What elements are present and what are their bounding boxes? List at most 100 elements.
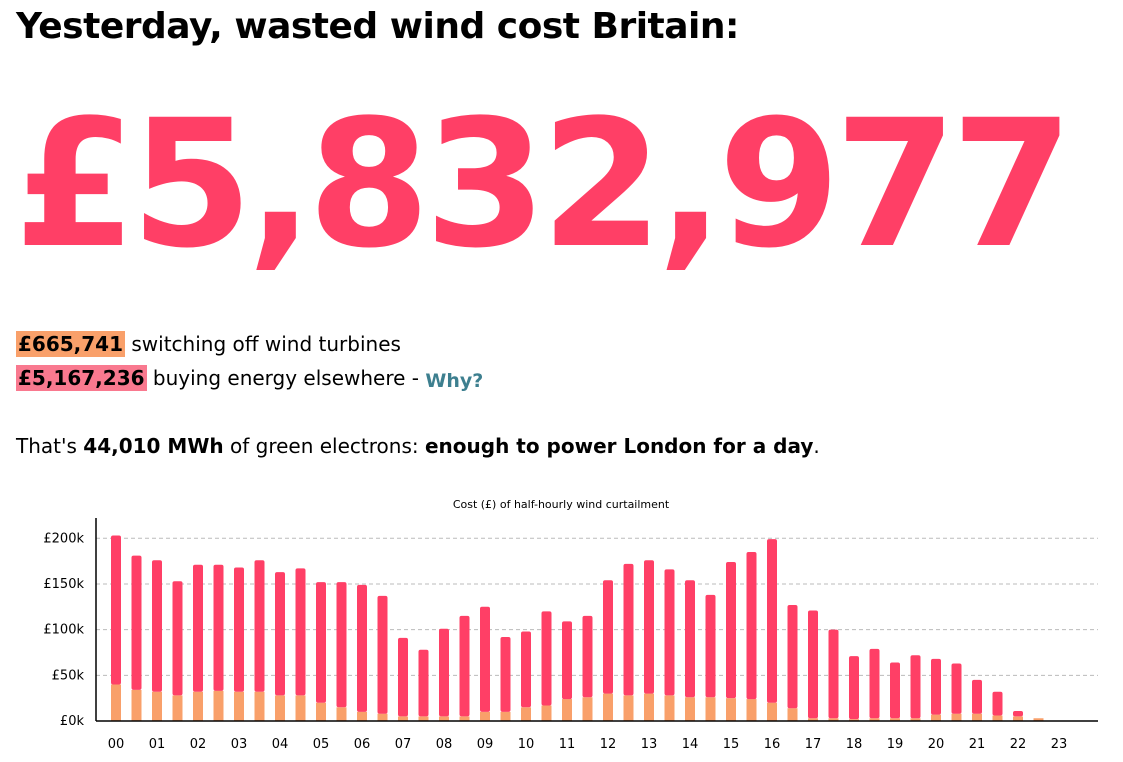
bar-turbine-cost — [746, 699, 757, 721]
bar-energy-cost — [808, 610, 818, 719]
buy-elsewhere-line: £5,167,236 buying energy elsewhere - Why… — [16, 365, 483, 392]
bar-energy-cost — [746, 551, 757, 700]
x-axis-ticks: 00 01 02 03 04 05 06 07 08 09 10 11 12 13 14 15 16 17 18 19… — [108, 737, 1068, 752]
bar-energy-cost — [828, 629, 839, 719]
bar-energy-cost — [705, 594, 716, 698]
bar-energy-cost — [316, 582, 326, 703]
summary-mwh: 44,010 MWh — [83, 434, 224, 458]
bar-turbine-cost — [295, 695, 306, 721]
bar-energy-cost — [910, 655, 921, 719]
bar-turbine-cost — [172, 695, 183, 721]
bar-turbine-cost — [521, 707, 531, 721]
chart-axes — [95, 518, 1098, 722]
bar-turbine-cost — [234, 691, 244, 721]
bar-energy-cost — [849, 656, 859, 720]
bar-turbine-cost — [890, 718, 900, 721]
chart-bars — [111, 535, 1044, 721]
bar-turbine-cost — [787, 708, 798, 721]
bar-energy-cost — [172, 581, 183, 696]
bar-energy-cost — [500, 636, 511, 712]
bar-turbine-cost — [972, 713, 982, 721]
bar-turbine-cost — [644, 693, 654, 721]
bar-energy-cost — [275, 572, 285, 696]
buy-elsewhere-text: buying energy elsewhere - — [152, 366, 420, 390]
bar-turbine-cost — [992, 715, 1003, 721]
bar-turbine-cost — [193, 691, 203, 721]
bar-energy-cost — [1013, 710, 1023, 717]
x-tick-label: 07 — [395, 737, 412, 752]
bar-turbine-cost — [357, 711, 367, 721]
bar-turbine-cost — [152, 691, 162, 721]
x-tick-label: 13 — [641, 737, 658, 752]
bar-turbine-cost — [398, 716, 408, 721]
chart-title: Cost (£) of half-hourly wind curtailment — [453, 498, 670, 511]
summary-middle: of green electrons: — [229, 434, 419, 458]
headline: Yesterday, wasted wind cost Britain: — [16, 6, 739, 47]
x-tick-label: 20 — [928, 737, 945, 752]
bar-energy-cost — [541, 611, 552, 706]
bar-turbine-cost — [131, 689, 142, 721]
x-tick-label: 06 — [354, 737, 371, 752]
y-tick-label: £100k — [43, 623, 84, 638]
x-tick-label: 22 — [1010, 737, 1027, 752]
bar-turbine-cost — [951, 713, 962, 721]
bar-energy-cost — [951, 663, 962, 714]
bar-energy-cost — [459, 615, 470, 717]
x-tick-label: 02 — [190, 737, 207, 752]
chart-svg: Cost (£) of half-hourly wind curtailment… — [43, 498, 1098, 752]
buy-elsewhere-amount: £5,167,236 — [16, 365, 147, 391]
x-tick-label: 04 — [272, 737, 289, 752]
bar-turbine-cost — [1033, 718, 1044, 721]
bar-turbine-cost — [603, 693, 613, 721]
bar-turbine-cost — [275, 695, 285, 721]
bar-energy-cost — [152, 560, 162, 692]
bar-turbine-cost — [562, 699, 572, 721]
bar-energy-cost — [623, 563, 634, 696]
x-tick-label: 03 — [231, 737, 248, 752]
bar-energy-cost — [890, 662, 900, 719]
x-tick-label: 00 — [108, 737, 125, 752]
bar-turbine-cost — [664, 695, 675, 721]
bar-energy-cost — [603, 580, 613, 694]
summary-suffix: . — [813, 434, 820, 458]
bar-turbine-cost — [480, 711, 490, 721]
chart-grid — [96, 537, 1098, 676]
bar-energy-cost — [869, 648, 880, 719]
x-tick-label: 09 — [477, 737, 494, 752]
bar-turbine-cost — [910, 718, 921, 721]
bar-turbine-cost — [705, 697, 716, 721]
bar-turbine-cost — [849, 719, 859, 721]
bar-turbine-cost — [808, 718, 818, 721]
why-link[interactable]: Why? — [425, 370, 484, 392]
y-tick-label: £200k — [43, 531, 84, 546]
bar-energy-cost — [972, 679, 982, 714]
bar-energy-cost — [480, 606, 490, 712]
x-tick-label: 12 — [600, 737, 617, 752]
bar-turbine-cost — [869, 718, 880, 721]
bar-energy-cost — [131, 555, 142, 690]
summary-prefix: That's — [16, 434, 77, 458]
x-tick-label: 11 — [559, 737, 576, 752]
bar-energy-cost — [213, 564, 224, 691]
bar-energy-cost — [931, 658, 941, 715]
bar-energy-cost — [111, 535, 121, 685]
bar-turbine-cost — [336, 707, 347, 721]
x-tick-label: 10 — [518, 737, 535, 752]
bar-turbine-cost — [500, 711, 511, 721]
bar-turbine-cost — [1013, 716, 1023, 721]
y-axis-ticks: £0k £50k £100k £150k £200k — [43, 531, 84, 729]
total-cost: £5,832,977 — [14, 82, 1073, 287]
bar-turbine-cost — [213, 690, 224, 721]
x-tick-label: 14 — [682, 737, 699, 752]
bar-energy-cost — [644, 560, 654, 694]
bar-turbine-cost — [582, 697, 593, 721]
x-tick-label: 16 — [764, 737, 781, 752]
summary-emphasis: enough to power London for a day — [424, 434, 814, 458]
bar-energy-cost — [787, 604, 798, 709]
x-tick-label: 08 — [436, 737, 453, 752]
bar-turbine-cost — [377, 713, 388, 721]
y-tick-label: £150k — [43, 577, 84, 592]
bar-energy-cost — [295, 568, 306, 696]
bar-turbine-cost — [316, 702, 326, 721]
x-tick-label: 18 — [846, 737, 863, 752]
